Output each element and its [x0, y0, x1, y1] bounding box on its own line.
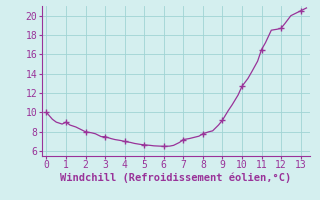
- X-axis label: Windchill (Refroidissement éolien,°C): Windchill (Refroidissement éolien,°C): [60, 173, 292, 183]
